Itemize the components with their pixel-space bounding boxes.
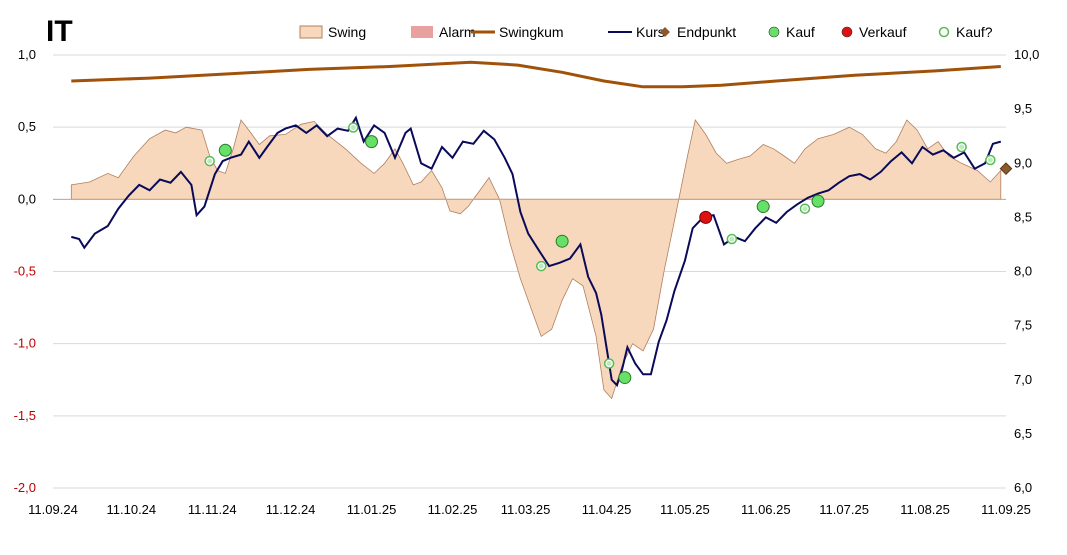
x-tick-label: 11.04.25	[582, 502, 632, 517]
legend-label: Alarm	[439, 24, 476, 40]
legend-item-verkauf: Verkauf	[841, 24, 907, 40]
legend-label: Kurs	[636, 24, 665, 40]
legend-label: Swingkum	[499, 24, 564, 40]
left-tick-label: -1,0	[14, 336, 36, 351]
x-tick-label: 11.12.24	[266, 502, 316, 517]
left-tick-label: 0,5	[18, 119, 36, 134]
chart-title: IT	[46, 15, 73, 48]
right-tick-label: 8,5	[1014, 209, 1032, 224]
kauf-marker	[618, 371, 632, 385]
x-tick-label: 11.11.24	[188, 502, 237, 517]
swing-area	[70, 119, 1002, 400]
kauf-marker	[756, 200, 770, 214]
legend: Swing Alarm Swingkum Kurs Endpunkt Kauf Verkau…	[299, 24, 993, 40]
left-tick-label: 0,0	[18, 191, 36, 206]
legend-swatch	[841, 26, 853, 38]
left-tick-label: -0,5	[14, 264, 36, 279]
right-tick-label: 6,5	[1014, 426, 1032, 441]
legend-label: Endpunkt	[677, 24, 736, 40]
kauf-unsure-marker-core	[729, 236, 735, 242]
legend-item-swing: Swing	[299, 24, 366, 40]
swingkum-line	[71, 60, 1001, 89]
x-tick-label: 11.10.24	[107, 502, 157, 517]
kauf-unsure-marker-core	[538, 263, 544, 269]
right-tick-label: 8,0	[1014, 264, 1032, 279]
kauf-unsure-marker-core	[959, 144, 965, 150]
legend-label: Swing	[328, 24, 366, 40]
legend-item-swingkum: Swingkum	[471, 24, 564, 40]
x-tick-label: 11.03.25	[501, 502, 551, 517]
x-tick-label: 11.06.25	[741, 502, 791, 517]
x-tick-label: 11.09.25	[981, 502, 1031, 517]
right-tick-label: 10,0	[1014, 47, 1039, 62]
legend-swatch	[660, 27, 670, 37]
right-tick-label: 7,0	[1014, 372, 1032, 387]
left-tick-label: -1,5	[14, 408, 36, 423]
kauf-marker	[218, 143, 232, 157]
right-tick-label: 9,0	[1014, 155, 1032, 170]
legend-item-kauf: Kauf?	[938, 24, 993, 40]
x-tick-label: 11.01.25	[347, 502, 397, 517]
legend-label: Kauf?	[956, 24, 993, 40]
kauf-marker	[555, 234, 569, 248]
legend-label: Kauf	[786, 24, 815, 40]
left-axis: 1,0 0,5 0,0 -0,5 -1,0 -1,5 -2,0	[14, 47, 36, 495]
kauf-unsure-marker-core	[987, 157, 993, 163]
kauf-unsure-marker-core	[606, 361, 612, 367]
kauf-unsure-marker-core	[207, 158, 213, 164]
x-axis: 11.09.24 11.10.24 11.11.24 11.12.24 11.01.25…	[28, 502, 1031, 517]
legend-swatch	[299, 25, 323, 39]
kauf-marker	[811, 194, 825, 208]
kurs-line	[71, 115, 1002, 388]
legend-label: Verkauf	[859, 24, 907, 40]
right-axis: 10,0 9,5 9,0 8,5 8,0 7,5 7,0 6,5 6,0	[1014, 47, 1039, 495]
verkauf-marker	[699, 210, 713, 224]
legend-swatch	[938, 26, 950, 38]
legend-swatch	[411, 26, 433, 38]
left-tick-label: 1,0	[18, 47, 36, 62]
x-tick-label: 11.07.25	[819, 502, 869, 517]
x-tick-label: 11.05.25	[660, 502, 710, 517]
legend-swatch	[768, 26, 780, 38]
right-tick-label: 7,5	[1014, 318, 1032, 333]
legend-item-kauf: Kauf	[768, 24, 815, 40]
x-tick-label: 11.02.25	[428, 502, 478, 517]
legend-item-endpunkt: Endpunkt	[660, 24, 736, 40]
legend-item-kurs: Kurs	[608, 24, 665, 40]
legend-item-alarm: Alarm	[411, 24, 476, 40]
kauf-unsure-marker-core	[350, 125, 356, 131]
plot-area	[53, 60, 1013, 400]
kauf-unsure-marker-core	[802, 206, 808, 212]
kauf-marker	[365, 135, 379, 149]
endpunkt-marker	[999, 162, 1013, 176]
x-tick-label: 11.09.24	[28, 502, 78, 517]
right-tick-label: 9,5	[1014, 101, 1032, 116]
x-tick-label: 11.08.25	[900, 502, 950, 517]
left-tick-label: -2,0	[14, 480, 36, 495]
right-tick-label: 6,0	[1014, 480, 1032, 495]
